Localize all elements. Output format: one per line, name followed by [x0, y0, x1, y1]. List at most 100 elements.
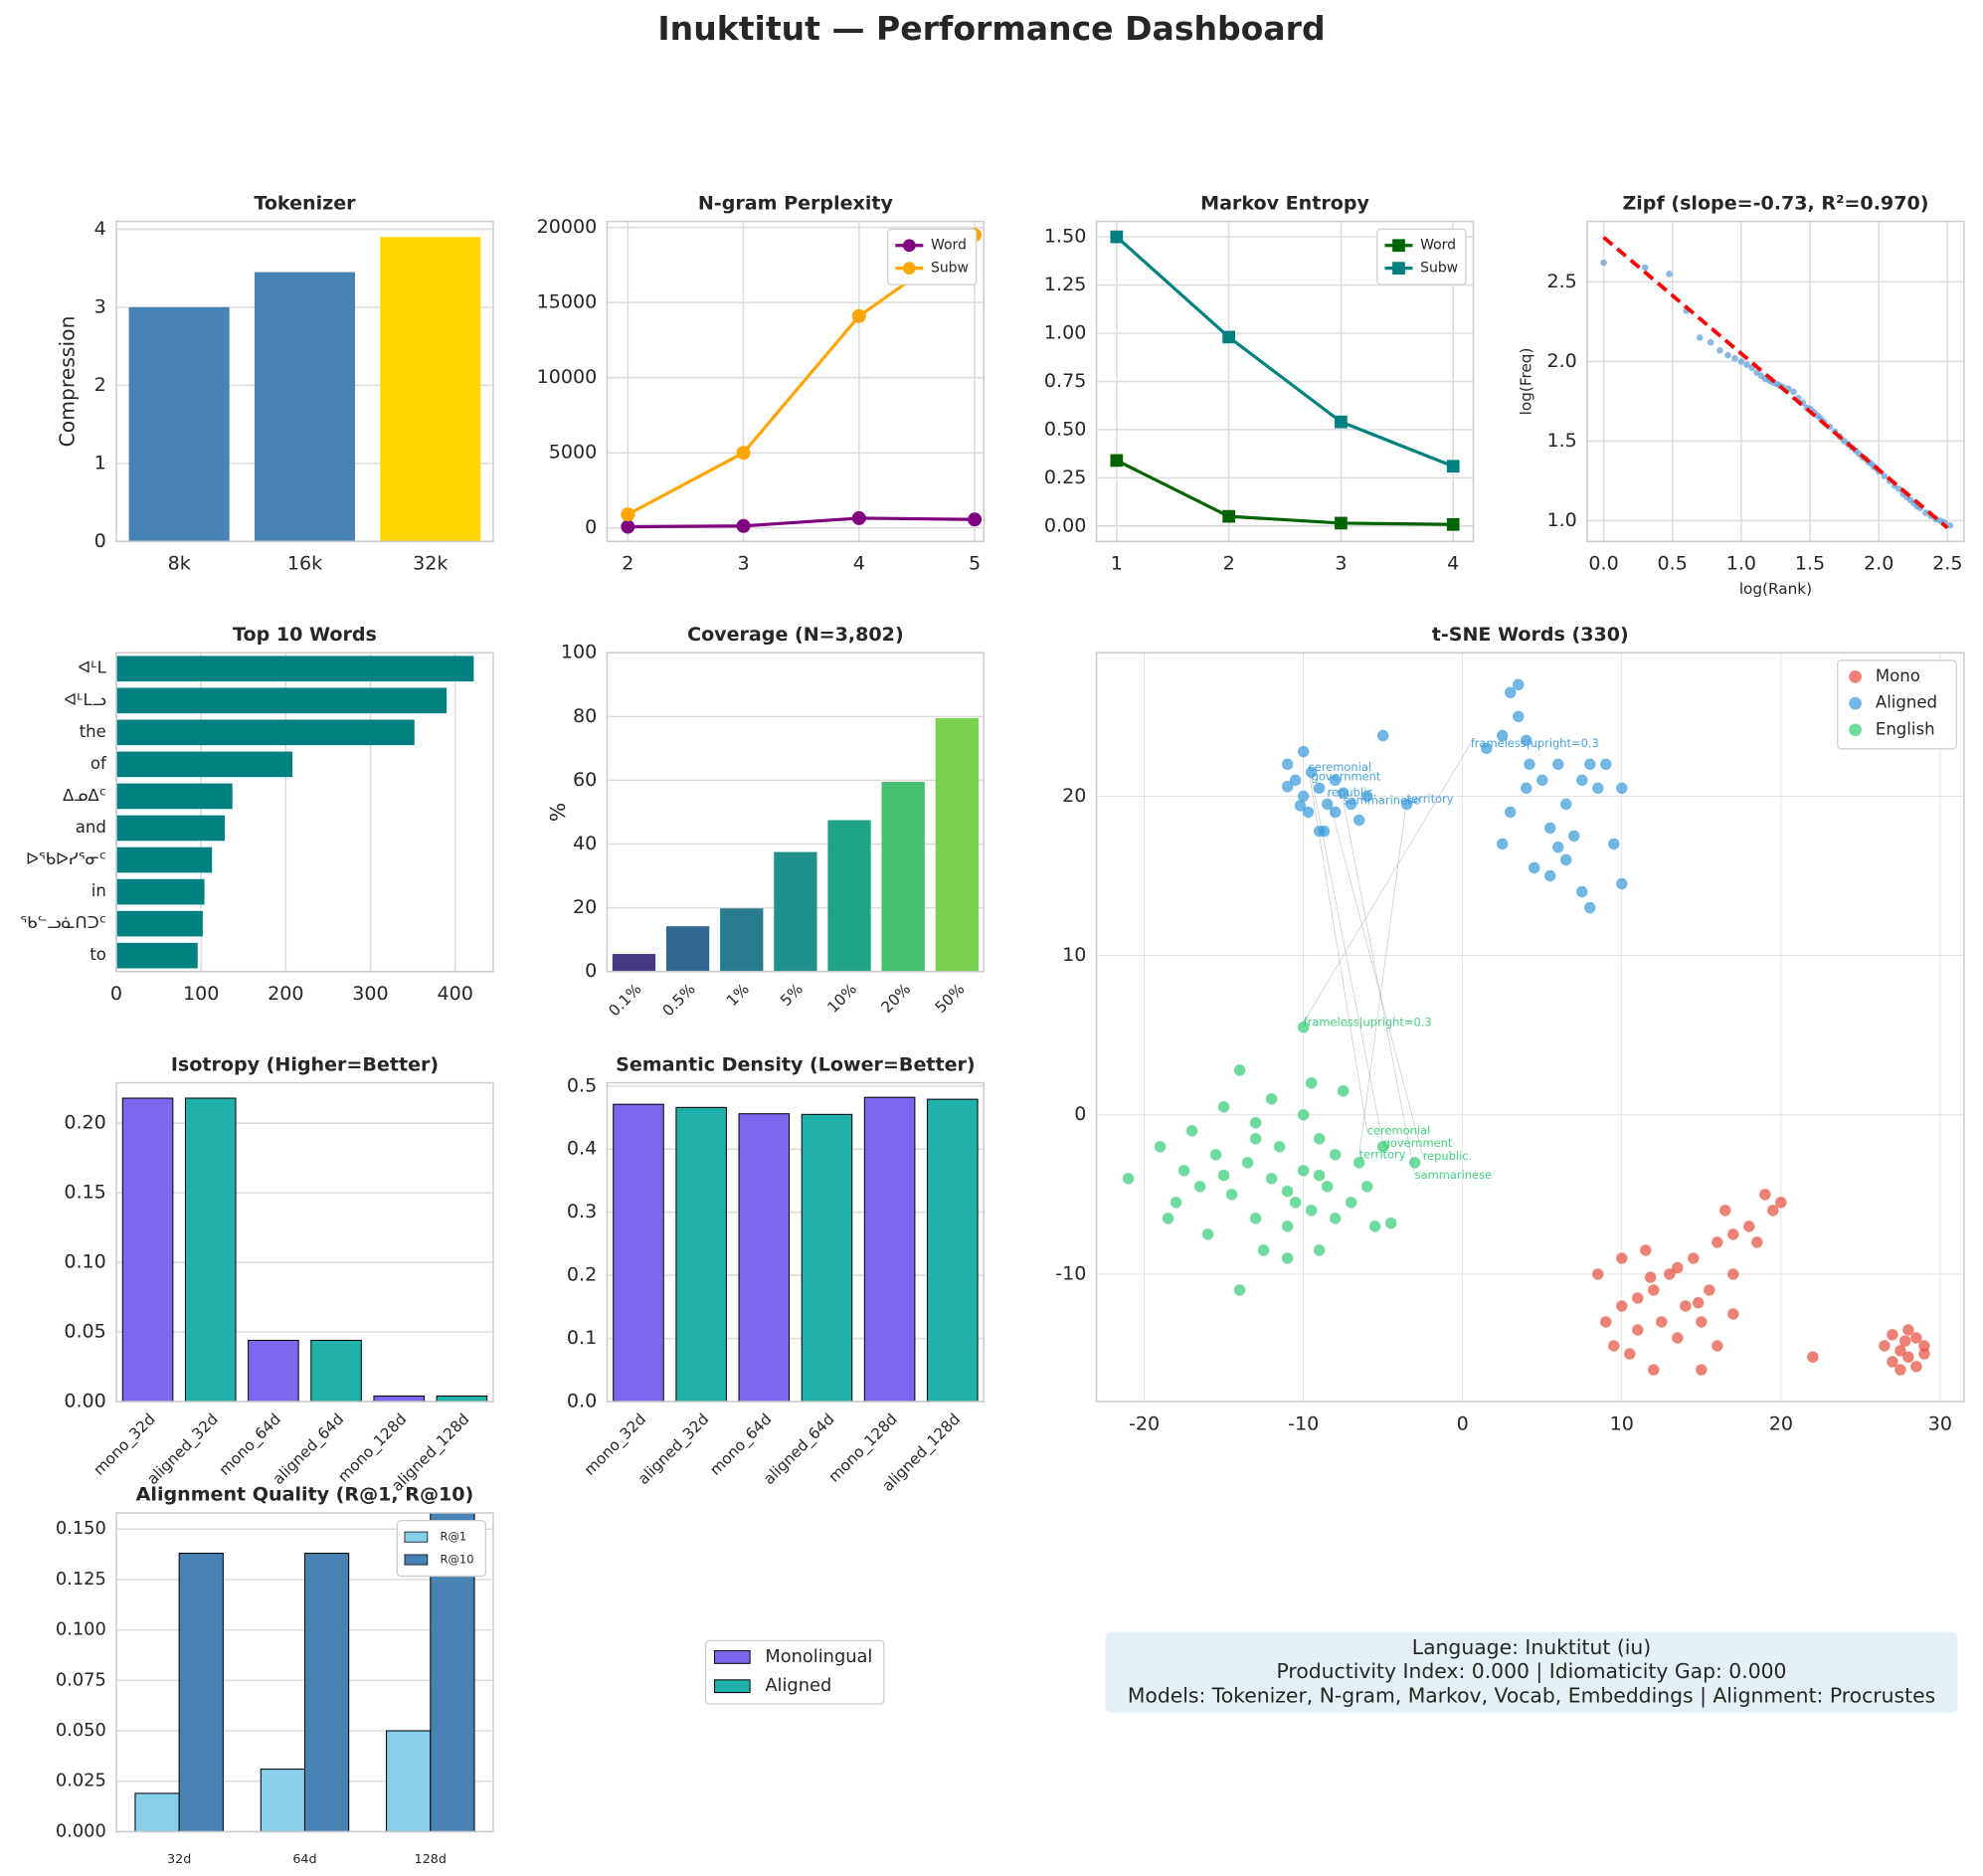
point — [1497, 838, 1509, 850]
point — [1751, 1236, 1763, 1248]
chart-title: Coverage (N=3,802) — [687, 624, 904, 646]
x-tick-label: 16k — [287, 553, 322, 575]
y-tick-label: 0.075 — [56, 1669, 106, 1690]
point — [1241, 1157, 1254, 1169]
y-tick-label: 0.05 — [64, 1321, 105, 1343]
annotation: ceremonial — [1367, 1123, 1431, 1137]
x-tick-label: 2 — [622, 553, 633, 575]
y-tick-label: 5000 — [549, 442, 598, 464]
x-tick-label: 3 — [738, 553, 750, 575]
point — [1696, 1364, 1708, 1376]
bar — [115, 846, 213, 873]
plot-frame — [1095, 652, 1965, 1403]
x-tick-label: 2.0 — [1864, 553, 1893, 575]
point — [1170, 1197, 1182, 1209]
point — [1887, 1329, 1898, 1341]
point — [1345, 798, 1357, 811]
point — [1592, 782, 1604, 795]
point — [1584, 901, 1596, 914]
point — [1712, 1340, 1723, 1352]
point — [1329, 1213, 1342, 1224]
point — [1881, 472, 1889, 480]
bar — [115, 719, 415, 746]
marker — [851, 510, 866, 525]
point — [1321, 1181, 1334, 1193]
point — [1910, 1361, 1922, 1373]
point — [1305, 1205, 1318, 1217]
point — [1616, 1252, 1628, 1264]
y-tick-label: 1.5 — [1546, 430, 1576, 452]
bar — [612, 954, 656, 972]
point — [1297, 1109, 1310, 1121]
point — [1313, 1169, 1326, 1182]
bar — [115, 751, 293, 778]
point — [1696, 1316, 1708, 1328]
point — [1656, 1316, 1668, 1328]
legend-label: R@1 — [441, 1530, 467, 1544]
panel: Markov Entropy 0.00 0.25 0.50 0.75 1.00 1.25 1.… — [1044, 192, 1475, 575]
y-tick-label: 40 — [573, 833, 597, 854]
point — [1688, 1252, 1700, 1264]
panel: Zipf (slope=-0.73, R²=0.970) 1.0 1.5 2.0 2.5… — [1517, 192, 1965, 598]
point — [1249, 1133, 1262, 1145]
y-tick-label: ᖃᓪᓗᓈᑎᑐᑦ — [20, 913, 106, 932]
shared-legend: Monolingual Aligned — [704, 1639, 885, 1705]
point — [1666, 271, 1673, 278]
bar — [386, 1730, 432, 1832]
marker — [1446, 460, 1460, 473]
marks — [613, 1096, 979, 1403]
y-tick-label: 0.20 — [64, 1112, 105, 1134]
point — [1217, 1169, 1230, 1182]
point — [1624, 1348, 1636, 1360]
legend-label: Subw — [1420, 261, 1458, 277]
plot-area — [1096, 653, 1964, 1403]
bar — [373, 1395, 425, 1403]
x-tick-label: 400 — [437, 983, 472, 1005]
point — [1376, 729, 1389, 742]
point — [1648, 1284, 1660, 1296]
point — [1608, 838, 1620, 850]
y-axis-label: log(Freq) — [1517, 348, 1534, 416]
y-tick-label: 1.00 — [1044, 322, 1086, 344]
y-tick-label: ᐃᓄᐃᑦ — [63, 786, 106, 805]
y-tick-label: ᐅᖃᐅᓯᕐᓂᑦ — [26, 849, 106, 868]
bar — [827, 820, 871, 972]
marks — [1600, 236, 1954, 530]
point — [1790, 388, 1797, 396]
plot-frame — [1586, 220, 1965, 543]
y-tick-label: 10000 — [537, 366, 598, 388]
point — [1692, 1297, 1705, 1309]
chart-title: Alignment Quality (R@1, R@10) — [136, 1484, 474, 1506]
y-tick-label: 2.0 — [1546, 350, 1576, 372]
point — [1122, 1173, 1135, 1185]
y-tick-label: 15000 — [537, 291, 598, 313]
point — [1902, 1351, 1914, 1363]
bar — [184, 1097, 237, 1403]
annotation: republic. — [1328, 786, 1377, 800]
point — [1544, 869, 1556, 882]
legend-marker — [1392, 262, 1405, 276]
series-line — [628, 516, 976, 529]
y-tick-label: 0.025 — [56, 1771, 106, 1791]
y-tick-label: and — [76, 818, 106, 837]
legend-swatch — [713, 1650, 751, 1664]
point — [1704, 1284, 1715, 1296]
point — [1576, 885, 1588, 898]
link-line — [1358, 799, 1407, 1155]
marker — [1222, 330, 1235, 344]
point — [1201, 1228, 1214, 1240]
point — [1680, 1300, 1692, 1312]
bar — [254, 272, 356, 542]
point — [1894, 1364, 1906, 1376]
x-tick-label: 64d — [292, 1851, 316, 1866]
y-tick-label: 0.00 — [64, 1391, 105, 1412]
bar — [801, 1113, 853, 1403]
dashboard-title: Inuktitut — Performance Dashboard — [657, 9, 1325, 48]
marker — [851, 308, 866, 323]
point — [1743, 361, 1750, 368]
point — [1345, 1197, 1357, 1209]
x-tick-label: 300 — [352, 983, 388, 1005]
marker — [1446, 517, 1460, 531]
legend-label: R@10 — [441, 1553, 474, 1567]
series-line — [1115, 235, 1454, 469]
